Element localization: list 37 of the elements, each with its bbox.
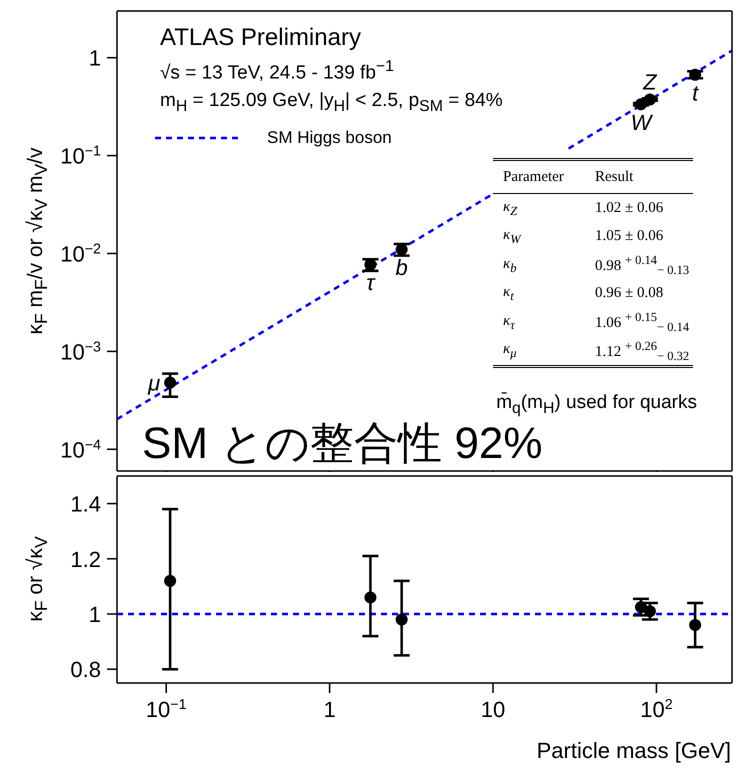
y-tick-label: 1: [88, 602, 101, 627]
y-tick-label: 10$^{−3}$: [60, 339, 102, 364]
annotation: Result: [595, 168, 634, 184]
annotation: m$_{H}$ = 125.09 GeV, |y$_{H}$| < 2.5, p$_{SM}$ = 84%: [160, 90, 503, 116]
annotation: SM との整合性 92%: [142, 419, 543, 468]
annotation: Parameter: [503, 168, 565, 184]
x-tick-label: 10: [480, 697, 506, 722]
y-tick-label: 10$^{−2}$: [60, 241, 102, 266]
annotation: m̄$_{q}$(m$_{H}$) used for quarks: [496, 392, 697, 418]
annotation: κ$_{W}$: [503, 227, 522, 246]
annotation: κ$_{μ}$: [503, 341, 518, 360]
annotation: κ$_{b}$: [503, 256, 518, 274]
annotation: κ$_{τ}$: [503, 312, 516, 332]
annotation: τ: [366, 270, 376, 296]
annotation: 0.96 ± 0.08: [595, 285, 664, 302]
y-tick-label: 0.8: [70, 657, 101, 682]
y-tick-label: 1: [88, 46, 101, 71]
text: SM Higgs boson: [267, 128, 392, 148]
x-axis-title: Particle mass [GeV]: [536, 738, 731, 764]
y-tick-label: 10$^{−4}$: [60, 437, 102, 462]
annotation: 1.05 ± 0.06: [595, 228, 664, 244]
x-tick-label: 10$^{−1}$: [146, 697, 187, 722]
y-tick-label: 1.2: [70, 546, 101, 572]
text: √s = 13 TeV, 24.5 - 139 fb$^{−1}$: [160, 58, 394, 84]
y-tick-label: 10$^{−1}$: [60, 144, 102, 169]
y-tick-label: 1.4: [70, 492, 101, 517]
annotation: μ: [147, 370, 160, 396]
annotation: b: [396, 255, 408, 280]
annotation: κ$_{t}$: [503, 284, 515, 303]
x-tick-label: 1: [323, 697, 336, 722]
annotation: κ$_{Z}$: [503, 198, 518, 218]
annotation: 1.02 ± 0.06: [595, 200, 664, 216]
annotation: Z: [642, 70, 658, 95]
annotation: W: [630, 110, 654, 135]
annotation: t: [692, 80, 700, 106]
x-tick-label: 10$^{2}$: [640, 697, 673, 722]
text: ATLAS Preliminary: [160, 24, 361, 52]
